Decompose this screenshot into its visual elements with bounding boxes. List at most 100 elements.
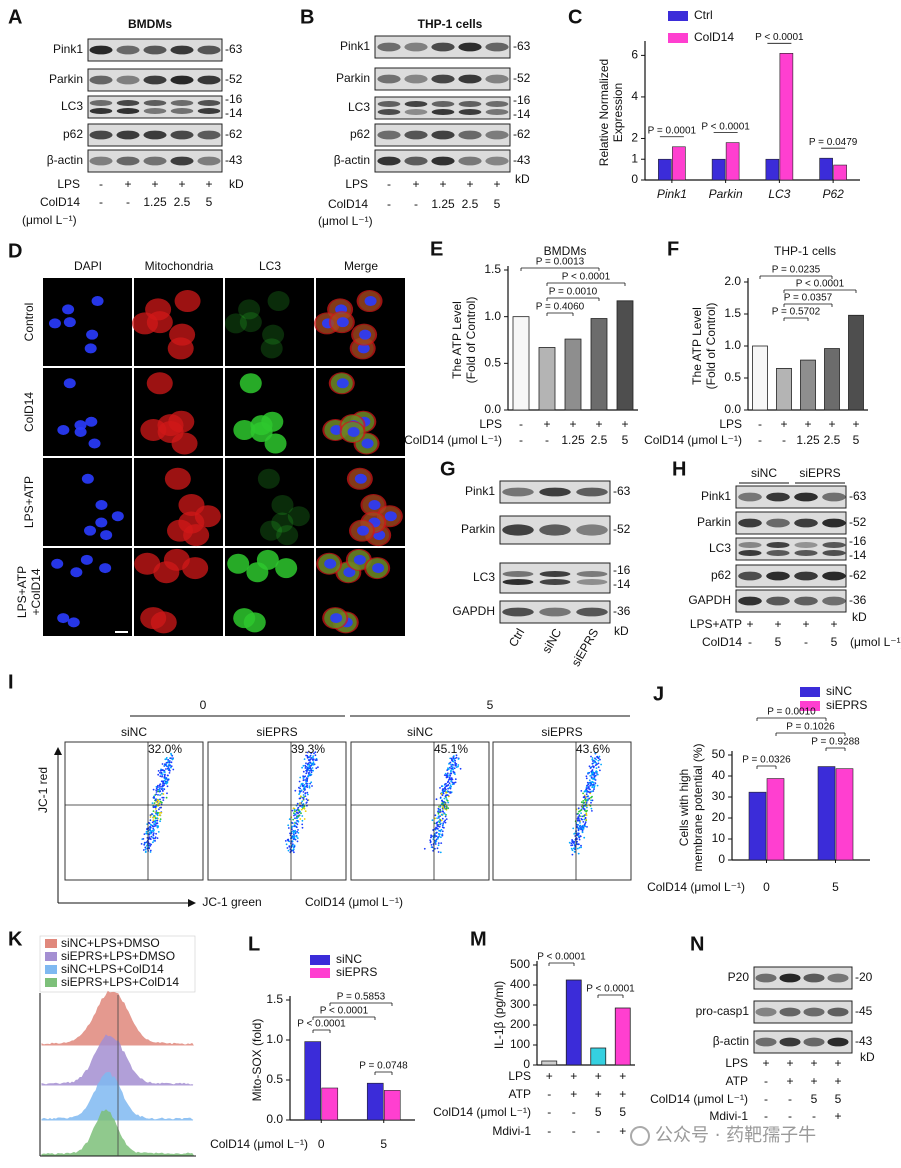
- condition-value: -: [758, 417, 762, 431]
- condition-value: +: [810, 1056, 817, 1070]
- event-dot: [585, 814, 588, 816]
- band: [404, 109, 428, 115]
- event-dot: [156, 817, 159, 820]
- event-dot: [448, 782, 451, 785]
- event-dot: [163, 776, 166, 779]
- panel-letter: D: [8, 240, 22, 262]
- bar: [776, 367, 792, 411]
- band: [576, 487, 608, 497]
- event-dot: [582, 796, 585, 799]
- bar: [833, 164, 847, 181]
- dot-plot: [207, 741, 347, 881]
- y-tick-label: 4: [631, 89, 638, 103]
- nucleus: [74, 426, 87, 437]
- y-tick-label: 0.5: [484, 356, 501, 370]
- event-dot: [439, 810, 442, 813]
- event-dot: [160, 811, 163, 814]
- event-dot: [310, 757, 313, 759]
- event-dot: [309, 770, 311, 772]
- event-dot: [451, 766, 454, 769]
- bar: [752, 345, 768, 411]
- event-dot: [590, 770, 593, 773]
- kd-marker: -43: [855, 1034, 873, 1048]
- event-dot: [160, 788, 163, 791]
- event-dot: [445, 814, 447, 816]
- event-dot: [144, 848, 147, 850]
- event-dot: [159, 775, 162, 778]
- band: [539, 524, 571, 536]
- event-dot: [579, 822, 581, 824]
- band: [197, 100, 221, 106]
- event-dot: [299, 791, 301, 794]
- band: [404, 156, 428, 166]
- event-dot: [586, 795, 589, 798]
- kd-unit: kD: [614, 624, 629, 638]
- event-dot: [286, 847, 289, 849]
- band: [197, 75, 221, 85]
- event-dot: [453, 781, 455, 784]
- blot-strip: [735, 537, 847, 561]
- condition-value: +: [151, 177, 158, 191]
- y-axis-label: Mito-SOX (fold): [250, 1019, 264, 1102]
- event-dot: [294, 813, 296, 815]
- event-dot: [161, 801, 163, 804]
- row-label: GAPDH: [688, 593, 731, 607]
- event-dot: [297, 806, 300, 809]
- event-dot: [164, 773, 166, 776]
- kd-marker: -14: [513, 107, 531, 121]
- condition-value: +: [543, 417, 550, 431]
- event-dot: [454, 773, 456, 775]
- event-dot: [594, 764, 597, 767]
- event-dot: [594, 752, 597, 754]
- x-label: ColD14 (μmol L⁻¹): [305, 895, 403, 909]
- row-label: p62: [711, 568, 731, 582]
- event-dot: [454, 763, 457, 765]
- event-dot: [441, 791, 444, 794]
- event-dot: [590, 774, 593, 776]
- bar: [321, 1087, 339, 1121]
- event-dot: [445, 818, 448, 820]
- event-dot: [588, 791, 591, 794]
- event-dot: [298, 790, 301, 792]
- condition-value: -: [764, 1092, 768, 1106]
- event-dot: [577, 824, 579, 826]
- event-dot: [149, 851, 152, 853]
- event-dot: [159, 785, 161, 788]
- band: [116, 45, 140, 55]
- kd-marker: -43: [513, 153, 531, 167]
- event-dot: [582, 828, 585, 830]
- band: [803, 1007, 825, 1017]
- row-label: Pink1: [53, 42, 83, 56]
- nucleus: [111, 511, 124, 522]
- event-dot: [303, 786, 306, 789]
- band: [143, 108, 167, 114]
- y-tick-label: 500: [510, 957, 530, 971]
- event-dot: [581, 818, 583, 821]
- event-dot: [442, 806, 445, 808]
- band: [458, 156, 482, 166]
- row-label: β-actin: [47, 153, 83, 167]
- p-value: P = 0.5702: [772, 307, 821, 318]
- condition-value: +: [828, 417, 835, 431]
- band: [197, 156, 221, 166]
- band: [197, 45, 221, 55]
- event-dot: [591, 778, 594, 780]
- condition-name: LPS: [345, 177, 368, 191]
- event-dot: [296, 820, 298, 822]
- row-label: LC3: [61, 99, 83, 113]
- event-dot: [157, 831, 160, 833]
- lc3-signal: [267, 291, 290, 312]
- p-value: P < 0.0001: [562, 272, 611, 283]
- event-dot: [457, 758, 460, 760]
- event-dot: [155, 791, 158, 793]
- condition-value: +: [466, 177, 473, 191]
- mito-signal: [164, 467, 191, 490]
- event-dot: [311, 758, 314, 760]
- condition-value: +: [178, 177, 185, 191]
- y-axis-label: Relative Normalized: [597, 59, 611, 166]
- event-dot: [156, 825, 159, 827]
- band: [404, 130, 428, 140]
- event-dot: [148, 847, 151, 850]
- band: [458, 101, 482, 107]
- event-dot: [161, 785, 163, 788]
